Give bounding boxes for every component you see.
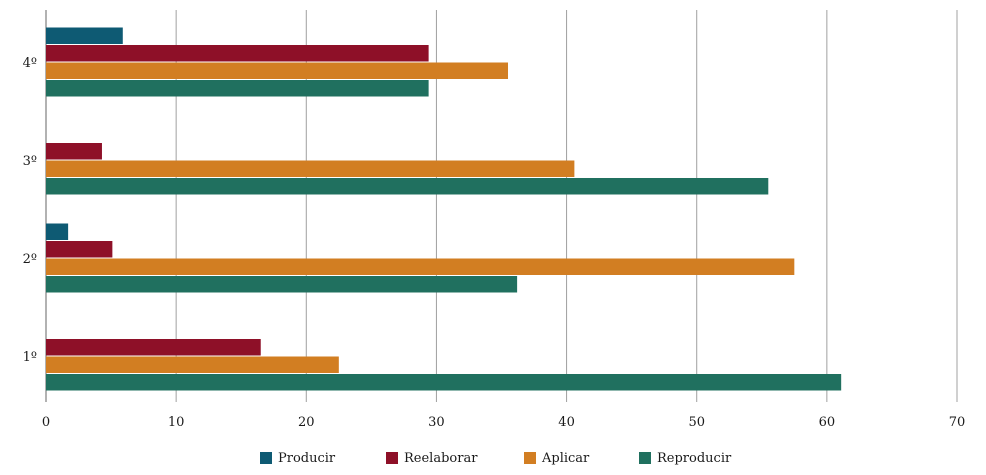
x-tick-label: 20	[298, 415, 315, 430]
y-tick-label: 2º	[23, 252, 37, 267]
legend-swatch	[639, 452, 651, 464]
legend-item-aplicar: Aplicar	[524, 448, 589, 468]
legend-swatch	[260, 452, 272, 464]
bar-reelaborar-3	[46, 143, 102, 160]
x-tick-label: 40	[558, 415, 575, 430]
x-tick-label: 10	[168, 415, 185, 430]
bar-chart: 0 10 20 30 40 50 60 70 1º 2º 3º 4º	[23, 10, 965, 430]
x-axis-ticks: 0 10 20 30 40 50 60 70	[42, 415, 965, 430]
bar-producir-2	[46, 223, 69, 240]
x-tick-label: 50	[688, 415, 705, 430]
bar-reelaborar-2	[46, 241, 113, 258]
bar-reelaborar-4	[46, 45, 429, 62]
bar-aplicar-2	[46, 258, 795, 275]
legend-swatch	[524, 452, 536, 464]
bar-aplicar-3	[46, 160, 575, 177]
x-tick-label: 0	[42, 415, 50, 430]
x-tick-label: 70	[949, 415, 966, 430]
legend-label: Producir	[278, 450, 336, 466]
legend-item-producir: Producir	[260, 448, 335, 468]
bar-reproducir-2	[46, 276, 518, 293]
legend-label: Reproducir	[657, 450, 732, 466]
y-tick-label: 3º	[23, 154, 37, 169]
x-tick-label: 30	[428, 415, 445, 430]
bar-aplicar-1	[46, 356, 339, 373]
legend-item-reelaborar: Reelaborar	[386, 448, 477, 468]
legend-label: Aplicar	[542, 450, 590, 466]
bar-reproducir-4	[46, 80, 429, 97]
x-tick-label: 60	[819, 415, 836, 430]
bar-reproducir-1	[46, 374, 842, 391]
y-tick-label: 4º	[23, 56, 37, 71]
bar-aplicar-4	[46, 62, 509, 79]
legend-item-reproducir: Reproducir	[639, 448, 731, 468]
bars	[46, 27, 842, 391]
y-axis-ticks: 1º 2º 3º 4º	[23, 56, 37, 365]
legend-swatch	[386, 452, 398, 464]
legend: Producir Reelaborar Aplicar Reproducir	[0, 448, 986, 470]
bar-reproducir-3	[46, 178, 769, 195]
legend-label: Reelaborar	[404, 450, 478, 466]
bar-reelaborar-1	[46, 339, 261, 356]
y-tick-label: 1º	[23, 350, 37, 365]
bar-producir-4	[46, 27, 123, 44]
